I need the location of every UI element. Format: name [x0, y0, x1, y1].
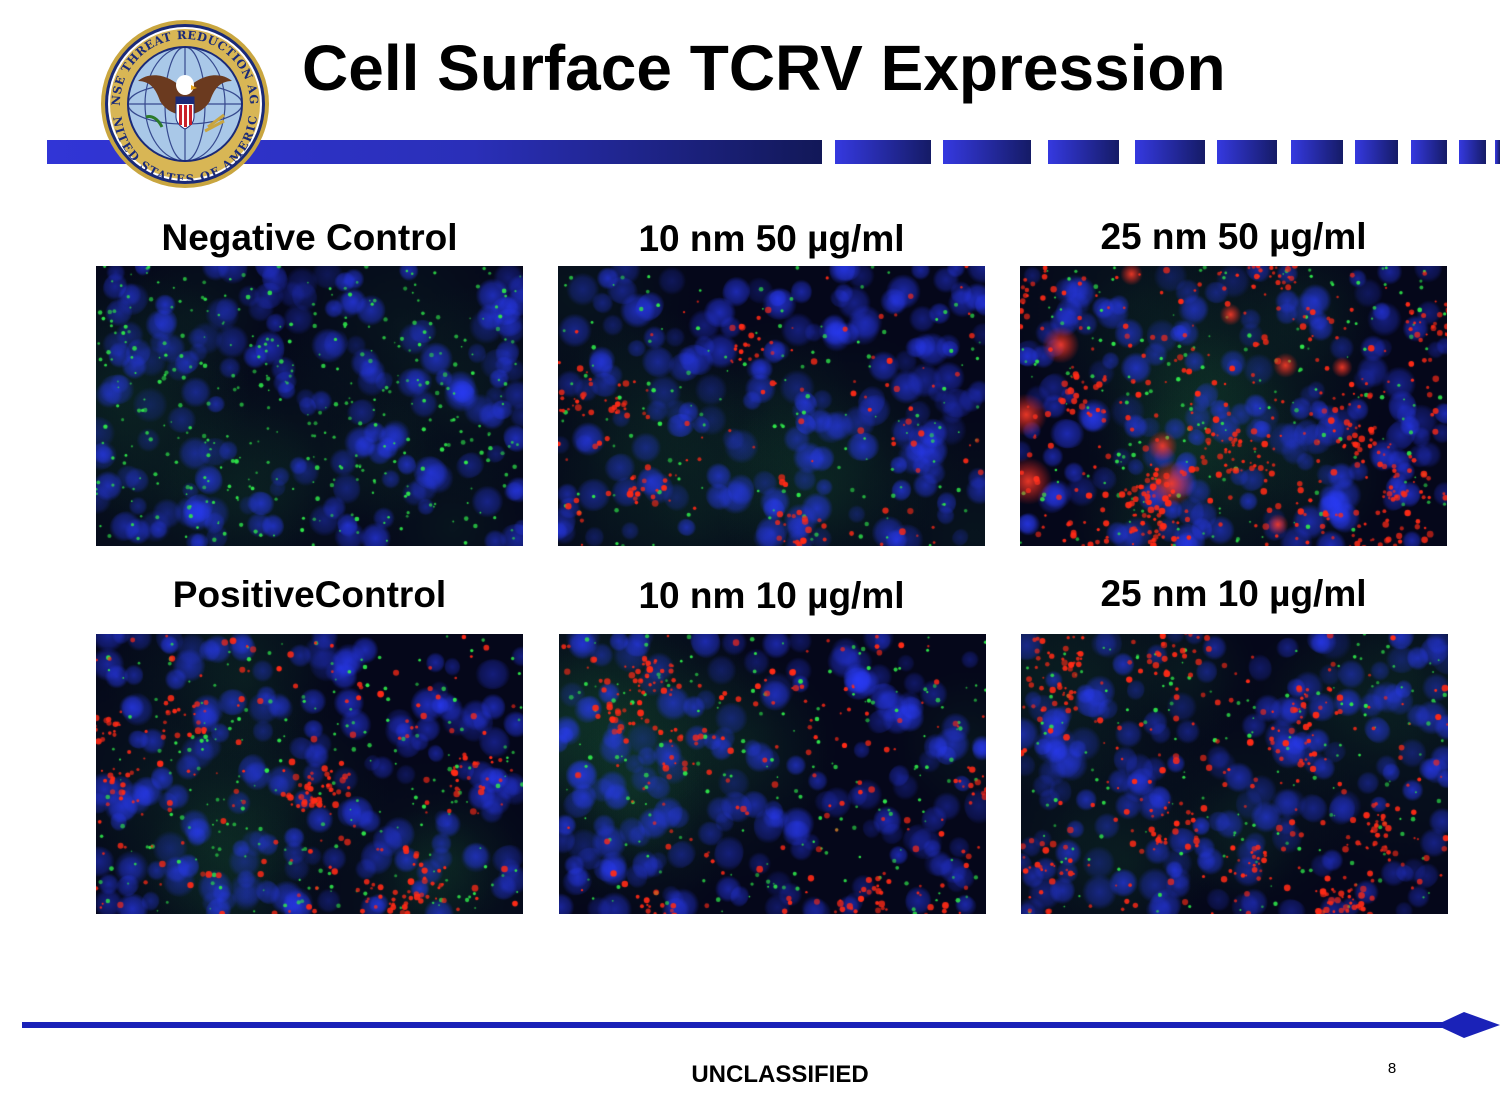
micrograph-image	[559, 634, 986, 914]
panel-label-25nm-50: 25 nm 50 µg/ml	[1100, 216, 1367, 257]
micrograph-10nm-50	[558, 266, 985, 546]
panel-label-10nm-50: 10 nm 50 µg/ml	[638, 218, 905, 259]
panel-label-25nm-10: 25 nm 10 µg/ml	[1100, 573, 1367, 614]
agency-seal-logo: DEFENSE THREAT REDUCTION AGENCY UNITED S…	[100, 19, 269, 188]
micrograph-image	[1021, 634, 1448, 914]
panel-label-negative-control: Negative Control	[161, 217, 458, 258]
micrograph-25nm-50	[1020, 266, 1447, 546]
micrograph-image	[558, 266, 985, 546]
panel-label-10nm-10: 10 nm 10 µg/ml	[638, 575, 905, 616]
page-number: 8	[1387, 1060, 1397, 1077]
micrograph-negative-control	[96, 266, 523, 546]
micrograph-image	[1020, 266, 1447, 546]
micrograph-10nm-10	[559, 634, 986, 914]
slide-title: Cell Surface TCRV Expression	[302, 32, 1226, 104]
micrograph-image	[96, 634, 523, 914]
micrograph-25nm-10	[1021, 634, 1448, 914]
micrograph-positive-control	[96, 634, 523, 914]
classification-marking: UNCLASSIFIED	[691, 1061, 869, 1088]
panel-label-positive-control: PositiveControl	[172, 574, 447, 615]
footer-arrow	[22, 1012, 1500, 1038]
micrograph-image	[96, 266, 523, 546]
